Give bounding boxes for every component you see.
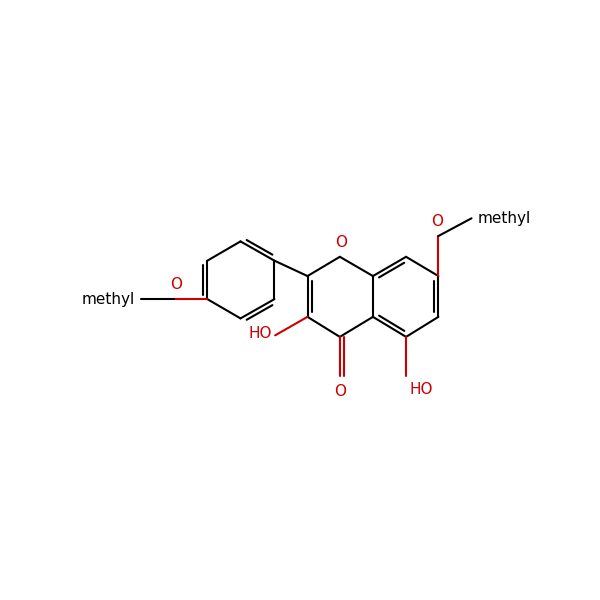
Text: HO: HO: [409, 382, 433, 397]
Text: methyl: methyl: [478, 211, 531, 226]
Text: HO: HO: [248, 326, 272, 341]
Text: O: O: [431, 214, 443, 229]
Text: O: O: [335, 235, 347, 250]
Text: O: O: [170, 277, 182, 292]
Text: methyl: methyl: [82, 292, 135, 307]
Text: O: O: [334, 384, 346, 399]
